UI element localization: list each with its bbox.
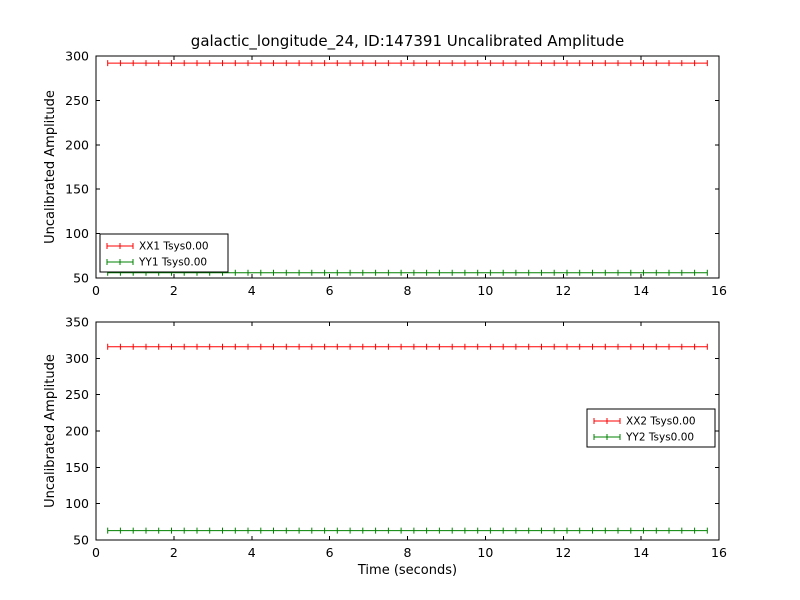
y-tick-label: 100 — [65, 226, 89, 241]
legend-label: XX1 Tsys0.00 — [139, 241, 209, 253]
x-tick-label: 0 — [92, 283, 100, 298]
x-tick-label: 8 — [404, 545, 412, 560]
y-tick-label: 50 — [73, 533, 89, 548]
x-tick-label: 8 — [404, 283, 412, 298]
y-axis-label: Uncalibrated Amplitude — [43, 354, 58, 508]
x-tick-label: 14 — [633, 545, 649, 560]
y-tick-label: 150 — [65, 460, 89, 475]
y-tick-label: 50 — [73, 271, 89, 286]
x-tick-label: 2 — [170, 545, 178, 560]
y-tick-label: 350 — [65, 315, 89, 330]
subplot-2: 0 2 4 6 8 10 12 14 16 50 100 150 200 250 300 350 Uncalib… — [43, 315, 727, 579]
x-tick-label: 0 — [92, 545, 100, 560]
legend-label: YY1 Tsys0.00 — [138, 257, 207, 269]
series-markers — [107, 60, 708, 67]
series-markers — [107, 269, 708, 276]
plot-title: galactic_longitude_24, ID:147391 Uncalib… — [191, 32, 624, 51]
y-tick-label: 300 — [65, 351, 89, 366]
y-tick-label: 200 — [65, 424, 89, 439]
x-tick-label: 16 — [711, 545, 727, 560]
x-tick-label: 10 — [477, 283, 493, 298]
x-tick-label: 10 — [477, 545, 493, 560]
x-tick-label: 2 — [170, 283, 178, 298]
y-tick-label: 100 — [65, 496, 89, 511]
y-tick-label: 250 — [65, 93, 89, 108]
series-markers — [107, 343, 708, 350]
x-tick-label: 12 — [555, 283, 571, 298]
legend-label: XX2 Tsys0.00 — [626, 416, 696, 428]
y-tick-label: 250 — [65, 387, 89, 402]
legend-label: YY2 Tsys0.00 — [625, 432, 694, 444]
series-markers — [107, 527, 708, 534]
x-tick-label: 4 — [248, 283, 256, 298]
x-tick-label: 6 — [326, 283, 334, 298]
x-tick-label: 12 — [555, 545, 571, 560]
x-tick-label: 14 — [633, 283, 649, 298]
x-tick-label: 16 — [711, 283, 727, 298]
x-tick-label: 4 — [248, 545, 256, 560]
y-axis-label: Uncalibrated Amplitude — [43, 90, 58, 244]
legend-box — [586, 408, 716, 448]
y-tick-label: 300 — [65, 49, 89, 64]
subplot-1: 0 2 4 6 8 10 12 14 16 50 100 150 200 250 300 galactic_l… — [43, 32, 727, 298]
legend-box — [99, 233, 229, 273]
y-tick-label: 150 — [65, 182, 89, 197]
x-axis-label: Time (seconds) — [357, 563, 457, 578]
x-tick-label: 6 — [326, 545, 334, 560]
y-tick-label: 200 — [65, 137, 89, 152]
